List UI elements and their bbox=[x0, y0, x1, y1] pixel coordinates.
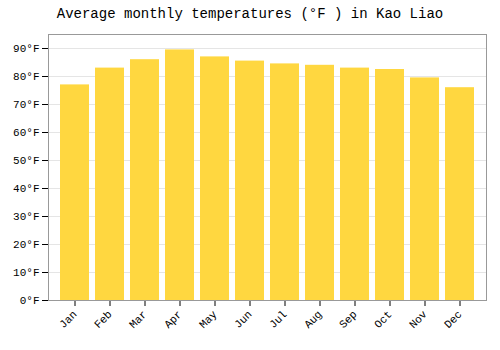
svg-text:60°F: 60°F bbox=[13, 127, 39, 139]
svg-text:Nov: Nov bbox=[407, 308, 430, 331]
svg-text:Sep: Sep bbox=[337, 308, 359, 330]
svg-text:30°F: 30°F bbox=[13, 211, 39, 223]
svg-text:Apr: Apr bbox=[162, 308, 184, 330]
html-text:Average monthly temperatures (: Average monthly temperatures (°F ) in Ka… bbox=[56, 6, 444, 22]
svg-text:50°F: 50°F bbox=[13, 155, 39, 167]
svg-text:90°F: 90°F bbox=[13, 43, 39, 55]
svg-text:May: May bbox=[197, 308, 220, 331]
svg-text:Feb: Feb bbox=[92, 308, 114, 330]
svg-text:Dec: Dec bbox=[442, 308, 464, 330]
svg-text:Aug: Aug bbox=[302, 308, 324, 330]
svg-text:70°F: 70°F bbox=[13, 99, 39, 111]
svg-text:80°F: 80°F bbox=[13, 71, 39, 83]
svg-text:0°F: 0°F bbox=[20, 295, 40, 307]
svg-text:Mar: Mar bbox=[127, 308, 149, 330]
svg-text:40°F: 40°F bbox=[13, 183, 39, 195]
svg-text:10°F: 10°F bbox=[13, 267, 39, 279]
svg-text:Jul: Jul bbox=[267, 308, 289, 330]
svg-text:20°F: 20°F bbox=[13, 239, 39, 251]
svg-text:Jun: Jun bbox=[232, 308, 254, 330]
svg-text:Oct: Oct bbox=[372, 308, 394, 330]
svg-text:Jan: Jan bbox=[57, 308, 79, 330]
